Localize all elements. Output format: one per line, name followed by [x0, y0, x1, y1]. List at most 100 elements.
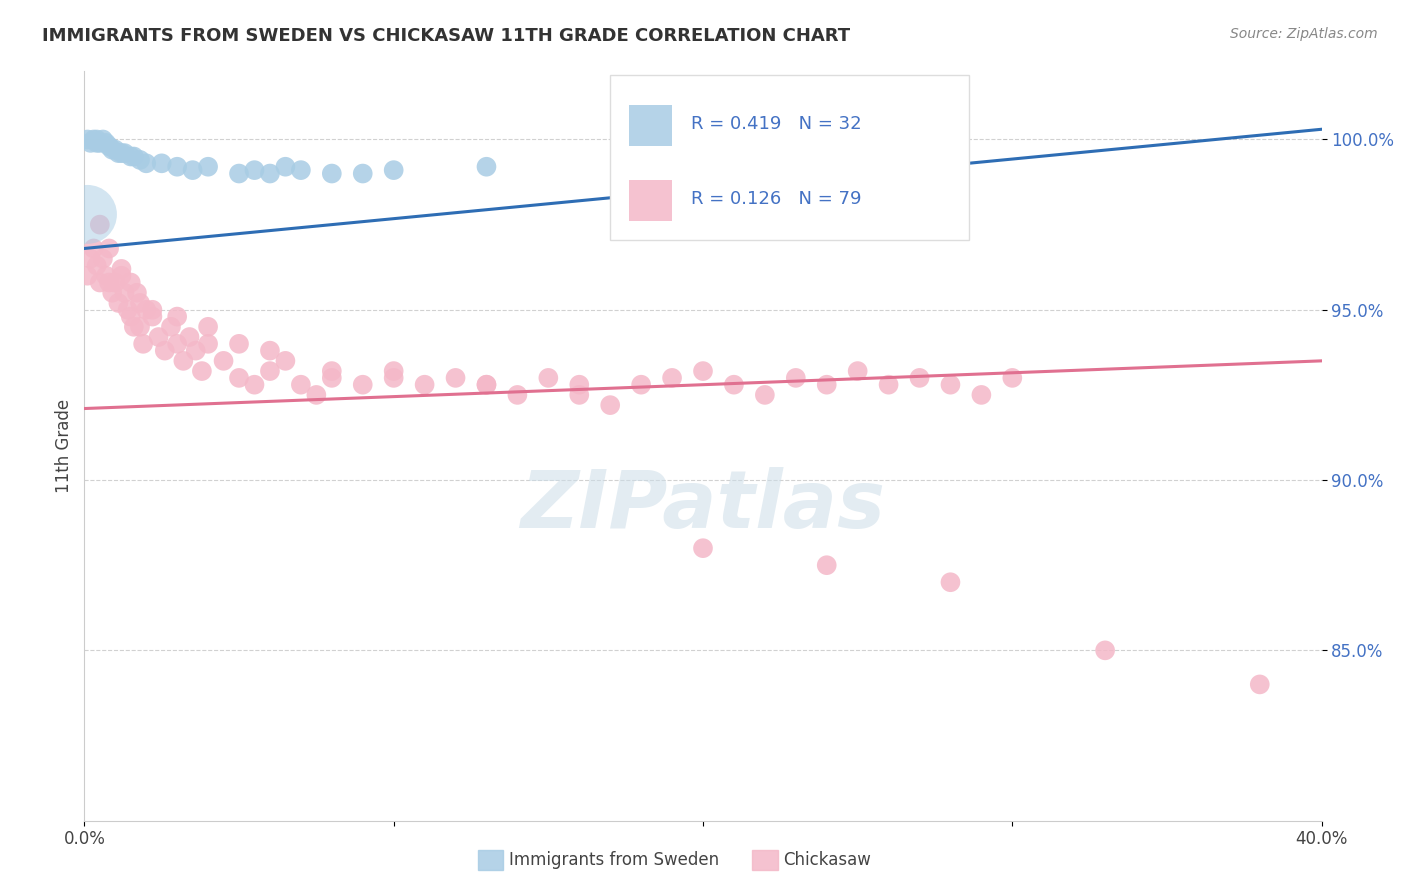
Point	[76, 268, 98, 283]
Point	[184, 343, 207, 358]
Point	[197, 160, 219, 174]
Point	[83, 132, 105, 146]
Point	[846, 364, 869, 378]
Point	[79, 252, 101, 266]
Point	[475, 377, 498, 392]
Point	[537, 371, 560, 385]
Point	[98, 139, 121, 153]
Point	[661, 371, 683, 385]
Point	[191, 364, 214, 378]
Point	[212, 354, 235, 368]
Point	[89, 218, 111, 232]
Point	[132, 336, 155, 351]
Point	[129, 153, 152, 167]
Point	[274, 354, 297, 368]
Point	[179, 330, 201, 344]
Point	[413, 377, 436, 392]
Point	[150, 156, 173, 170]
Point	[568, 377, 591, 392]
Point	[692, 541, 714, 556]
Point	[506, 388, 529, 402]
Point	[129, 296, 152, 310]
Point	[76, 132, 98, 146]
Point	[444, 371, 467, 385]
Point	[160, 319, 183, 334]
Point	[382, 371, 405, 385]
Point	[120, 310, 142, 324]
Point	[166, 160, 188, 174]
Text: Source: ZipAtlas.com: Source: ZipAtlas.com	[1230, 27, 1378, 41]
Point	[321, 371, 343, 385]
FancyBboxPatch shape	[610, 75, 969, 240]
Point	[568, 388, 591, 402]
Point	[86, 136, 108, 150]
Point	[91, 252, 114, 266]
Point	[197, 319, 219, 334]
Point	[91, 132, 114, 146]
Point	[785, 371, 807, 385]
Point	[1094, 643, 1116, 657]
Point	[107, 146, 129, 161]
Text: ZIPatlas: ZIPatlas	[520, 467, 886, 545]
Point	[114, 285, 136, 300]
Point	[122, 149, 145, 163]
FancyBboxPatch shape	[628, 105, 672, 146]
Point	[939, 377, 962, 392]
Point	[475, 377, 498, 392]
Point	[83, 242, 105, 256]
Text: R = 0.419   N = 32: R = 0.419 N = 32	[690, 115, 862, 133]
Point	[228, 336, 250, 351]
Point	[153, 343, 176, 358]
Point	[98, 242, 121, 256]
Point	[939, 575, 962, 590]
Point	[321, 364, 343, 378]
Point	[135, 302, 157, 317]
Point	[908, 371, 931, 385]
Point	[599, 398, 621, 412]
Point	[120, 149, 142, 163]
Point	[125, 285, 148, 300]
Point	[382, 163, 405, 178]
Point	[243, 163, 266, 178]
Point	[86, 259, 108, 273]
Point	[475, 160, 498, 174]
Point	[129, 319, 152, 334]
Point	[228, 371, 250, 385]
Point	[101, 285, 124, 300]
Point	[107, 296, 129, 310]
Point	[110, 261, 132, 276]
Point	[181, 163, 204, 178]
Point	[382, 364, 405, 378]
Text: R = 0.126   N = 79: R = 0.126 N = 79	[690, 190, 860, 208]
Point	[135, 156, 157, 170]
Point	[692, 364, 714, 378]
Point	[1249, 677, 1271, 691]
Y-axis label: 11th Grade: 11th Grade	[55, 399, 73, 493]
Point	[274, 160, 297, 174]
Point	[120, 276, 142, 290]
Point	[259, 167, 281, 181]
Point	[86, 132, 108, 146]
Point	[172, 354, 194, 368]
Point	[321, 167, 343, 181]
Point	[290, 377, 312, 392]
Text: Chickasaw: Chickasaw	[783, 851, 872, 869]
Point	[141, 310, 163, 324]
Point	[723, 377, 745, 392]
Point	[94, 268, 117, 283]
Point	[148, 330, 170, 344]
Point	[259, 364, 281, 378]
Point	[166, 336, 188, 351]
Text: Immigrants from Sweden: Immigrants from Sweden	[509, 851, 718, 869]
Point	[94, 136, 117, 150]
Point	[352, 377, 374, 392]
Point	[98, 276, 121, 290]
Point	[970, 388, 993, 402]
Text: IMMIGRANTS FROM SWEDEN VS CHICKASAW 11TH GRADE CORRELATION CHART: IMMIGRANTS FROM SWEDEN VS CHICKASAW 11TH…	[42, 27, 851, 45]
Point	[228, 167, 250, 181]
Point	[259, 343, 281, 358]
Point	[101, 143, 124, 157]
Point	[110, 268, 132, 283]
Point	[754, 388, 776, 402]
Point	[166, 310, 188, 324]
